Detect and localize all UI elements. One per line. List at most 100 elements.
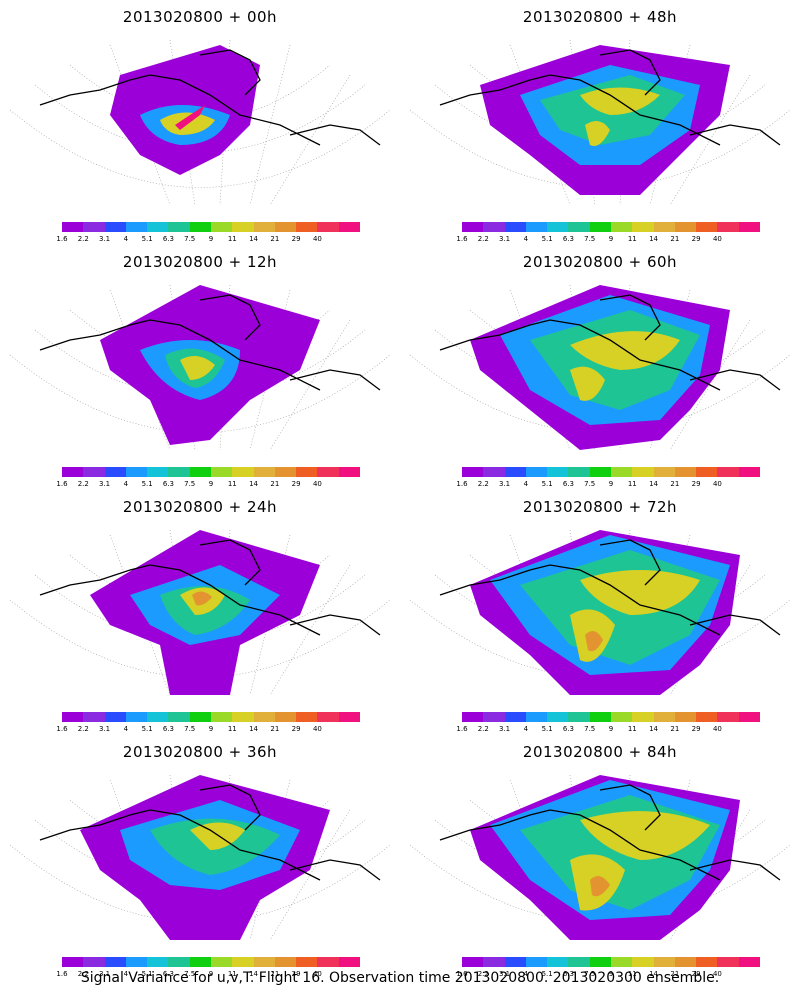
colorbar-swatch [717,712,739,722]
colorbar-tick-label: 29 [291,970,301,978]
map-plot [9,284,391,451]
colorbar-tick-label: 2.2 [477,480,489,488]
colorbar-tick-label: 5.1 [541,480,553,488]
colorbar-tick-label: 5.1 [541,970,553,978]
colorbar-ticks: 1.6 2.2 3.1 4 5.1 6.3 7.5 9 11 14 21 29 40 [456,970,760,980]
colorbar-tick-label: 11 [227,480,237,488]
colorbar-tick-label: 14 [649,725,659,733]
colorbar [62,467,360,477]
colorbar-swatch [589,467,611,477]
colorbar-swatch [525,712,548,722]
colorbar-tick-label: 3.1 [98,235,111,243]
panel-84h: 2013020800 + 84h 1.6 2.2 3.1 4 5.1 6.3 7.5 9 11 1… [400,735,800,980]
colorbar-swatch [462,712,484,722]
colorbar-swatch [62,222,84,232]
colorbar-swatch [147,712,169,722]
colorbar-tick-label: 7.5 [584,725,596,733]
map-plot [409,529,791,696]
colorbar-tick-label: 14 [249,235,259,243]
colorbar-swatch [253,712,275,722]
colorbar-swatch [568,222,590,232]
colorbar-swatch [483,222,505,232]
colorbar-tick-label: 5.1 [141,235,153,243]
panel-title: 2013020800 + 84h [522,743,678,761]
colorbar-tick-label: 14 [249,725,259,733]
colorbar-tick-label: 9 [208,725,214,733]
colorbar-tick-label: 4 [523,725,529,733]
colorbar-tick-label: 7.5 [184,970,196,978]
colorbar-tick-label: 21 [670,970,680,978]
colorbar-tick-label: 11 [227,970,237,978]
colorbar [462,222,760,232]
colorbar-swatch [717,467,739,477]
panel-title: 2013020800 + 24h [122,498,278,516]
coastlines [39,539,381,636]
colorbar-tick-label: 4 [123,235,129,243]
colorbar-swatch [610,712,633,722]
colorbar-swatch [62,957,84,967]
colorbar-tick-label: 6.3 [162,235,174,243]
colorbar-tick-label: 2.2 [477,235,489,243]
colorbar-swatch [232,957,254,967]
colorbar-tick-label: 40 [712,235,722,243]
colorbar-tick-label: 9 [608,725,614,733]
colorbar-tick-label: 1.6 [56,235,68,243]
colorbar-tick-label: 6.3 [162,480,174,488]
colorbar-swatch [738,712,760,722]
colorbar-tick-label: 2.2 [77,725,89,733]
colorbar-swatch [338,957,360,967]
colorbar-swatch [653,222,675,232]
panel-title: 2013020800 + 12h [122,253,278,271]
colorbar-tick-label: 29 [691,235,701,243]
coastlines [439,784,781,881]
variance-field [470,285,730,450]
colorbar-swatch [483,467,505,477]
colorbar-swatch [317,957,339,967]
variance-field [480,45,730,195]
colorbar-tick-label: 11 [227,235,237,243]
colorbar-tick-label: 40 [712,970,722,978]
colorbar-tick-label: 14 [649,235,659,243]
colorbar-swatch [547,712,569,722]
colorbar-swatch [83,467,105,477]
colorbar-tick-label: 5.1 [541,235,553,243]
colorbar-swatch [147,467,169,477]
colorbar-ticks: 1.6 2.2 3.1 4 5.1 6.3 7.5 9 11 14 21 29 40 [56,725,360,735]
colorbar [62,222,360,232]
colorbar-tick-label: 29 [691,725,701,733]
colorbar-swatch [62,712,84,722]
colorbar-swatch [525,222,548,232]
panel-title: 2013020800 + 60h [522,253,678,271]
colorbar-swatch [125,957,148,967]
colorbar-tick-label: 11 [227,725,237,733]
colorbar-swatch [547,957,569,967]
colorbar-swatch [696,222,718,232]
colorbar-swatch [483,957,505,967]
colorbar-tick-label: 14 [649,480,659,488]
colorbar-swatch [189,957,211,967]
colorbar-swatch [232,467,254,477]
colorbar-swatch [717,957,739,967]
colorbar-swatch [62,467,84,477]
colorbar-tick-label: 3.1 [98,725,111,733]
figure-caption: Signal Variance for u,v,T. Flight 16. Ob… [80,970,720,986]
coastlines [39,294,381,391]
colorbar-tick-label: 7.5 [184,725,196,733]
colorbar-swatch [317,222,339,232]
colorbar-swatch [104,222,126,232]
colorbar-swatch [547,467,569,477]
colorbar-swatch [189,712,211,722]
colorbar-ticks: 1.6 2.2 3.1 4 5.1 6.3 7.5 9 11 14 21 29 40 [56,235,360,245]
colorbar-swatch [632,712,654,722]
colorbar [462,957,760,967]
coastlines [439,539,781,636]
colorbar-swatch [147,222,169,232]
map-plot [9,774,391,941]
colorbar-tick-label: 3.1 [498,970,511,978]
panel-24h: 2013020800 + 24h 1.6 2.2 3.1 4 5.1 6.3 7.5 9 11 1… [0,490,400,735]
colorbar-swatch [210,712,233,722]
colorbar-swatch [168,222,190,232]
colorbar-tick-label: 29 [291,480,301,488]
colorbar-swatch [125,467,148,477]
colorbar-tick-label: 4 [123,480,129,488]
